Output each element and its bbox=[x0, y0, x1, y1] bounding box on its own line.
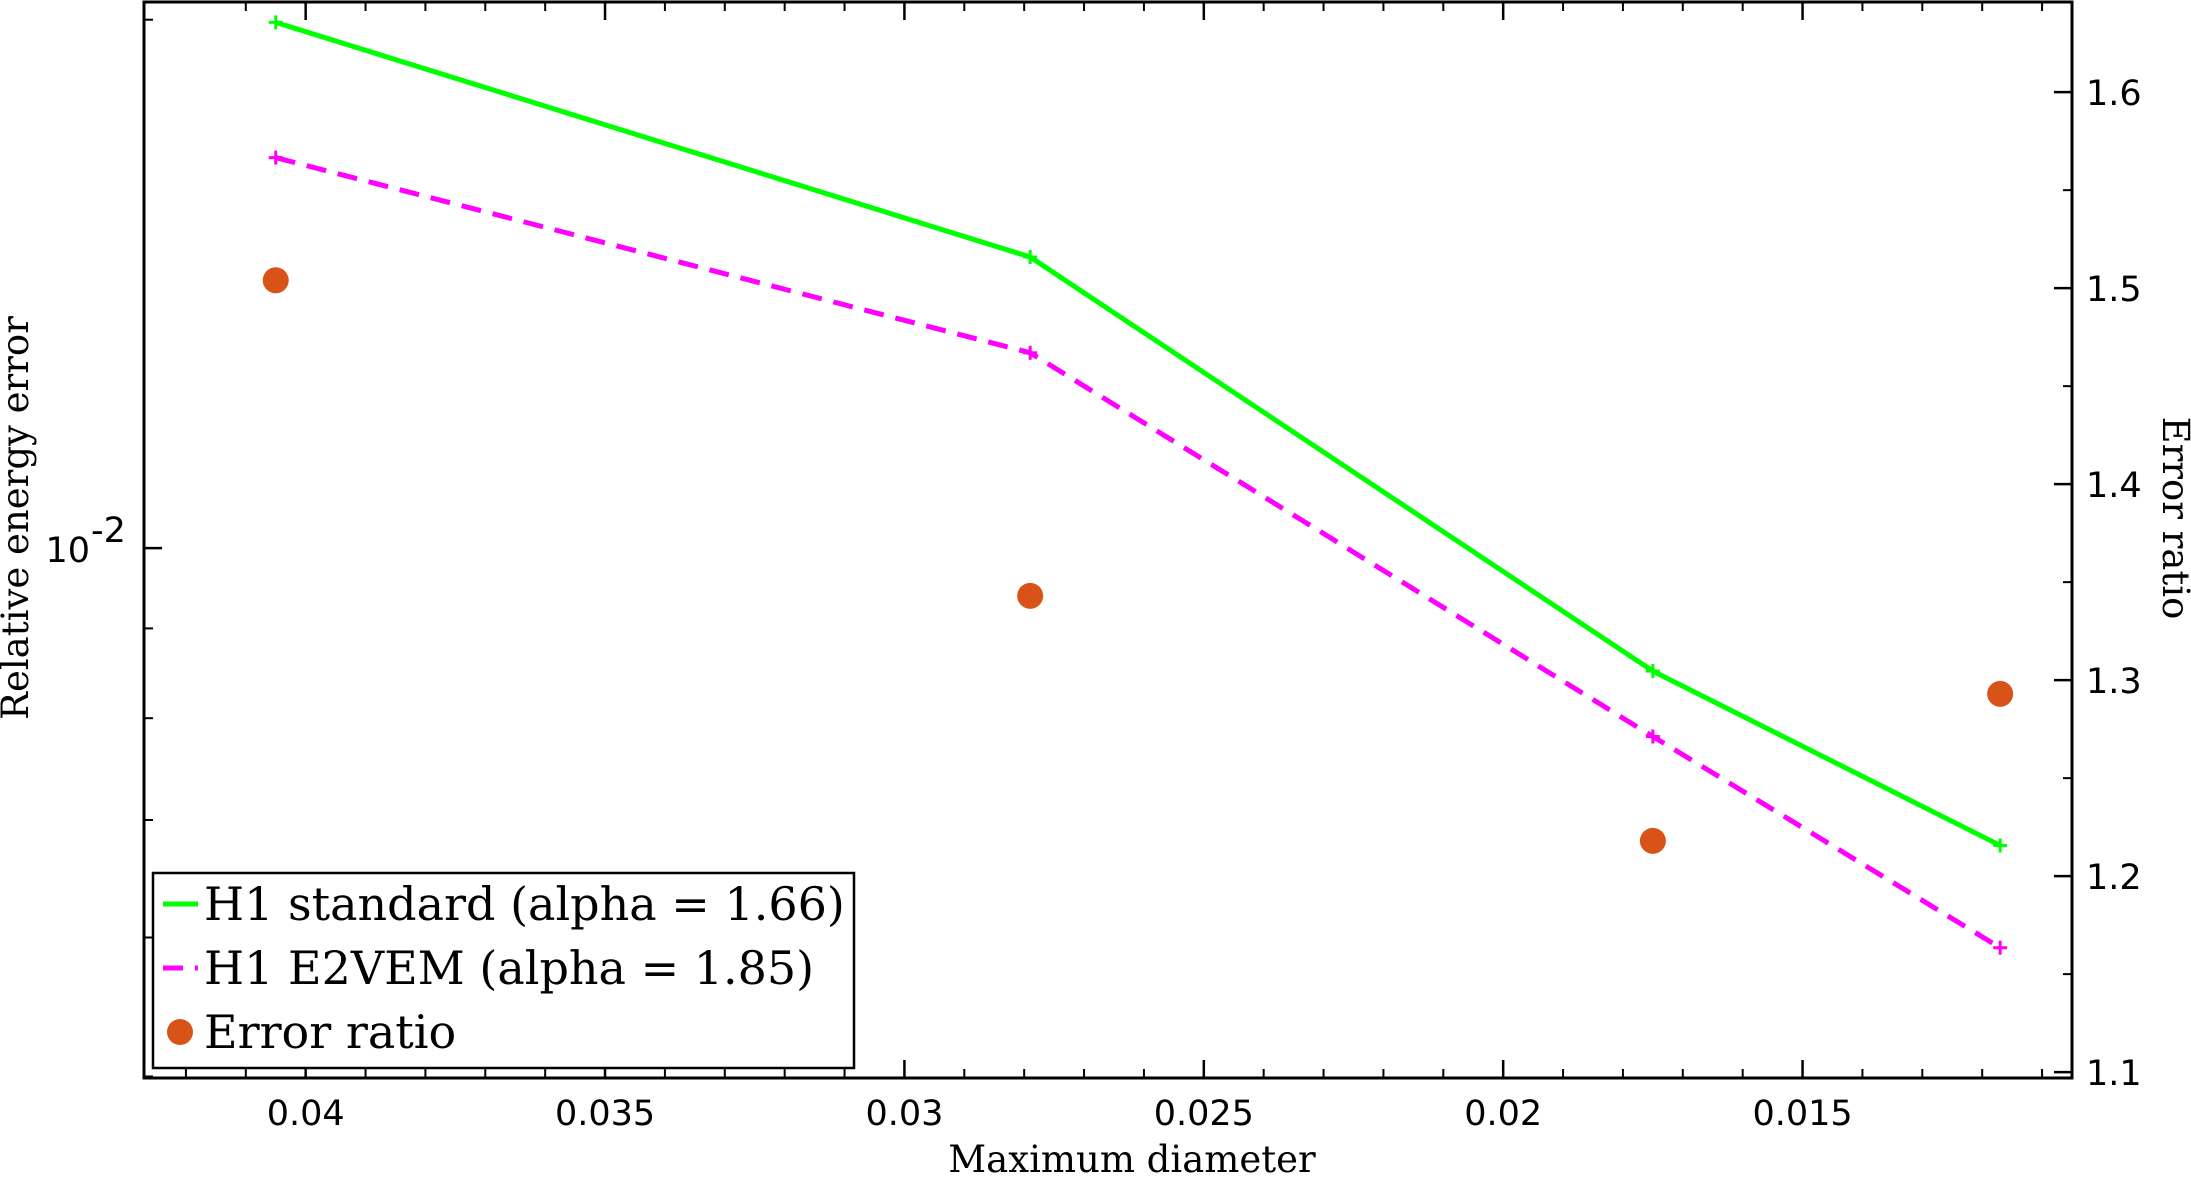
series-error-2-point bbox=[262, 267, 289, 294]
y-tick-label-exponent: -2 bbox=[91, 511, 126, 551]
y2-tick-label: 1.4 bbox=[2086, 466, 2142, 506]
series-layer bbox=[262, 15, 2014, 955]
axes-layer: 0.04 0.035 0.03 0.025 0.02 0.015 10 -2 1.1 1.2 1.3… bbox=[45, 0, 2142, 1134]
legend-entry-h1-e2vem: H1 E2VEM (alpha = 1.85) bbox=[204, 941, 814, 995]
legend-marker-error-ratio bbox=[167, 1019, 193, 1045]
x-tick-label: 0.025 bbox=[1154, 1094, 1254, 1134]
y2-tick-label: 1.1 bbox=[2086, 1054, 2142, 1094]
x-tick-label: 0.015 bbox=[1752, 1094, 1852, 1134]
y2-tick-label: 1.5 bbox=[2086, 270, 2142, 310]
y2-tick-label: 1.3 bbox=[2086, 662, 2142, 702]
legend-entry-error-ratio: Error ratio bbox=[204, 1005, 456, 1059]
legend: H1 standard (alpha = 1.66) H1 E2VEM (alp… bbox=[151, 871, 856, 1070]
y2-tick-label: 1.2 bbox=[2086, 858, 2142, 898]
series-h1-1-line bbox=[275, 155, 2002, 950]
legend-entry-h1-standard: H1 standard (alpha = 1.66) bbox=[204, 877, 845, 931]
x-axis-title: Maximum diameter bbox=[948, 1138, 1316, 1178]
series-error-2-point bbox=[1017, 582, 1044, 609]
y2-axis-title: Error ratio bbox=[2154, 417, 2191, 620]
y-tick-label: 10 bbox=[45, 531, 90, 571]
plot-frame bbox=[142, 0, 2074, 1080]
series-error-2-point bbox=[1639, 827, 1666, 854]
series-error-2-point bbox=[1987, 680, 2014, 707]
x-tick-label: 0.04 bbox=[267, 1094, 345, 1134]
x-tick-label: 0.03 bbox=[865, 1094, 943, 1134]
x-tick-label: 0.02 bbox=[1464, 1094, 1542, 1134]
y2-tick-label: 1.6 bbox=[2086, 74, 2142, 114]
legend-box bbox=[151, 871, 856, 1070]
y-axis-title: Relative energy error bbox=[0, 316, 37, 720]
x-tick-label: 0.035 bbox=[555, 1094, 655, 1134]
series-h1-0-line bbox=[274, 19, 2002, 848]
